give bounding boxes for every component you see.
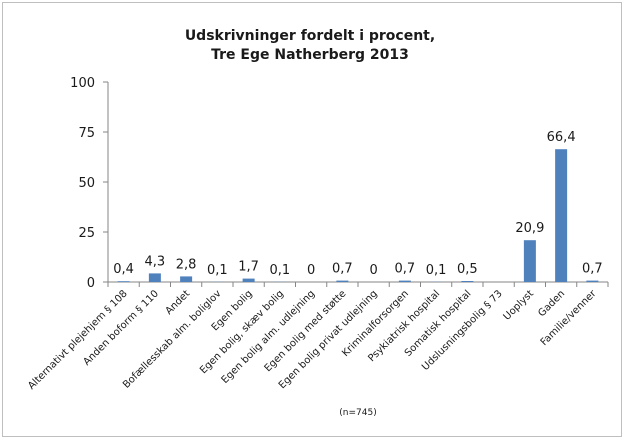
bar	[148, 273, 161, 282]
data-label: 0,1	[207, 263, 228, 278]
x-tick-label: Familie/venner	[539, 288, 599, 348]
bar	[180, 276, 193, 282]
data-label: 0,1	[426, 263, 447, 278]
bar	[461, 281, 474, 282]
y-tick-label: 75	[78, 126, 95, 141]
data-label: 0,7	[582, 262, 603, 277]
data-label: 20,9	[515, 221, 544, 236]
chart-title-line-1: Udskrivninger fordelt i procent,	[185, 28, 435, 44]
bar	[242, 278, 255, 282]
data-label: 4,3	[145, 254, 166, 269]
data-label: 0	[369, 263, 377, 278]
chart-title-line-2: Tre Ege Natherberg 2013	[211, 47, 409, 63]
x-tick-label: Andet	[164, 288, 193, 317]
data-label: 0,7	[332, 262, 353, 277]
y-tick-label: 100	[70, 76, 95, 91]
x-tick-label: Gaden	[536, 288, 567, 319]
chart-frame	[2, 2, 622, 437]
sample-size-note: (n=745)	[339, 408, 376, 418]
data-label: 0	[307, 263, 315, 278]
bar	[555, 149, 568, 282]
bar	[523, 240, 536, 282]
bar	[336, 280, 349, 282]
data-label: 1,7	[238, 260, 259, 275]
bar	[117, 281, 130, 282]
bar	[586, 280, 599, 282]
x-axis	[107, 281, 609, 287]
y-tick-label: 25	[78, 226, 95, 241]
data-label: 0,1	[270, 263, 291, 278]
y-tick-label: 0	[87, 276, 95, 291]
bars	[117, 149, 599, 282]
y-tick-label: 50	[78, 176, 95, 191]
bar	[398, 280, 411, 282]
data-label: 2,8	[176, 257, 197, 272]
y-axis: 0 25 50 75 100	[70, 76, 109, 291]
data-label: 66,4	[547, 130, 576, 145]
data-label: 0,5	[457, 262, 478, 277]
data-label: 0,4	[113, 262, 134, 277]
x-tick-label: Uoplyst	[502, 288, 536, 322]
data-label: 0,7	[395, 262, 416, 277]
data-labels: 0,4 4,3 2,8 0,1 1,7 0,1 0 0,7 0 0,7 0,1 0,5 20,9 66,4…	[113, 130, 602, 278]
